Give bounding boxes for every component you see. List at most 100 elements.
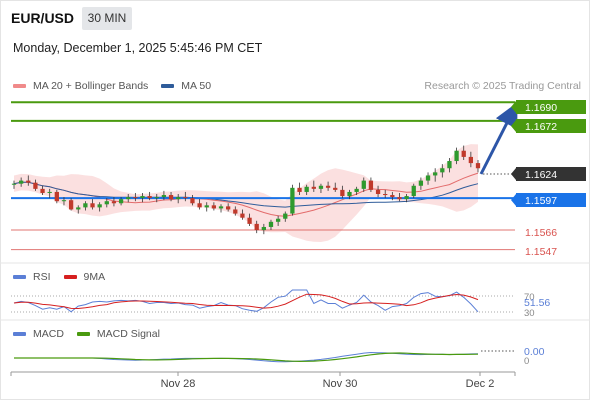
attribution-label: Research © 2025 Trading Central	[424, 80, 581, 92]
candle	[325, 181, 331, 191]
price-tag-pivot-text: 1.1597	[525, 195, 557, 207]
candle-body	[397, 197, 402, 200]
candle	[240, 209, 245, 220]
candle	[147, 191, 152, 201]
candle	[140, 192, 145, 203]
candle-body	[18, 180, 24, 184]
legend-item-macd: MACD	[13, 328, 64, 340]
candle-body	[183, 197, 188, 199]
price-tag-resistance-1: 1.1672	[511, 119, 586, 133]
candle	[440, 164, 445, 178]
price-tag-support-2: 1.1547	[525, 246, 557, 258]
legend-item-rsi: RSI	[13, 271, 51, 283]
candle	[268, 219, 274, 231]
candle	[318, 183, 324, 193]
legend-label-rsi: RSI	[33, 271, 51, 283]
candle	[340, 185, 345, 199]
macd-legend: MACD MACD Signal	[13, 328, 173, 340]
price-tag-resistance-1-text: 1.1672	[525, 121, 557, 133]
candle	[190, 195, 195, 206]
candle-body	[240, 213, 245, 218]
candle-body	[197, 203, 202, 208]
candle	[311, 180, 316, 192]
candle	[68, 198, 74, 211]
candle-body	[304, 186, 309, 192]
candle-body	[118, 199, 124, 204]
candle-body	[126, 197, 131, 200]
candle-body	[97, 204, 102, 208]
candle-body	[440, 168, 445, 173]
candle	[468, 151, 474, 168]
candle-body	[368, 180, 374, 190]
rsi-level-70-label: 70	[524, 292, 535, 303]
candle	[261, 223, 266, 235]
candle	[197, 199, 202, 210]
candle-body	[475, 163, 481, 169]
candle-body	[218, 206, 224, 209]
candle-body	[404, 196, 409, 200]
price-tag-current: 1.1624	[511, 167, 586, 181]
candle-body	[190, 198, 195, 204]
candle-body	[268, 221, 274, 227]
candle	[418, 177, 424, 190]
candle	[461, 145, 466, 160]
candle	[26, 175, 31, 186]
rsi-value-label: 51.56	[524, 297, 550, 309]
candle-body	[11, 183, 17, 185]
price-tag-resistance-2-text: 1.1690	[525, 102, 557, 114]
candle-body	[83, 203, 88, 208]
candle	[354, 186, 359, 196]
candle	[118, 197, 124, 206]
candle	[375, 185, 381, 198]
candle-body	[425, 175, 431, 181]
candle	[204, 202, 209, 212]
ma50-line	[13, 181, 479, 208]
rsi-legend: RSI 9MA	[13, 271, 118, 283]
candle-body	[297, 187, 302, 192]
candle-body	[333, 187, 338, 190]
candle	[211, 202, 217, 211]
candle	[40, 185, 45, 196]
candle	[83, 201, 88, 211]
candle	[447, 157, 452, 173]
ma20-swatch-icon	[13, 84, 26, 88]
rsi-level-30-label: 30	[524, 308, 535, 319]
main-legend: MA 20 + Bollinger Bands MA 50	[13, 80, 224, 92]
x-axis-label: Dec 2	[466, 378, 495, 390]
candle	[233, 206, 238, 216]
candle	[475, 160, 481, 173]
timeframe-badge[interactable]: 30 MIN	[82, 7, 132, 30]
candle-body	[375, 189, 381, 194]
candle	[47, 188, 52, 199]
candle-body	[454, 150, 459, 162]
macd-swatch-icon	[13, 332, 26, 336]
candle	[97, 202, 102, 212]
candle	[425, 172, 431, 185]
legend-label-9ma: 9MA	[83, 271, 106, 283]
candle	[176, 194, 181, 204]
candle	[33, 179, 38, 191]
candle-body	[468, 156, 474, 164]
rsi-line	[13, 289, 479, 313]
candle-body	[233, 209, 238, 214]
candle	[454, 147, 459, 165]
candle-body	[433, 172, 438, 176]
candle-body	[47, 191, 52, 193]
candle	[433, 168, 438, 182]
candle-body	[168, 195, 174, 200]
datetime-label: Monday, December 1, 2025 5:45:46 PM CET	[13, 41, 263, 55]
candle-body	[111, 201, 117, 204]
candle-body	[311, 186, 316, 189]
legend-item-ma20: MA 20 + Bollinger Bands	[13, 80, 148, 92]
candle-body	[261, 226, 266, 231]
candle	[390, 191, 395, 201]
macd-signal-line	[14, 352, 479, 363]
candle	[90, 199, 95, 210]
candle-body	[290, 187, 295, 214]
candle-body	[104, 201, 109, 205]
price-tag-resistance-2: 1.1690	[511, 100, 586, 114]
x-axis-label: Nov 28	[161, 378, 196, 390]
candle	[304, 184, 309, 196]
bollinger-band-layer	[14, 144, 478, 242]
